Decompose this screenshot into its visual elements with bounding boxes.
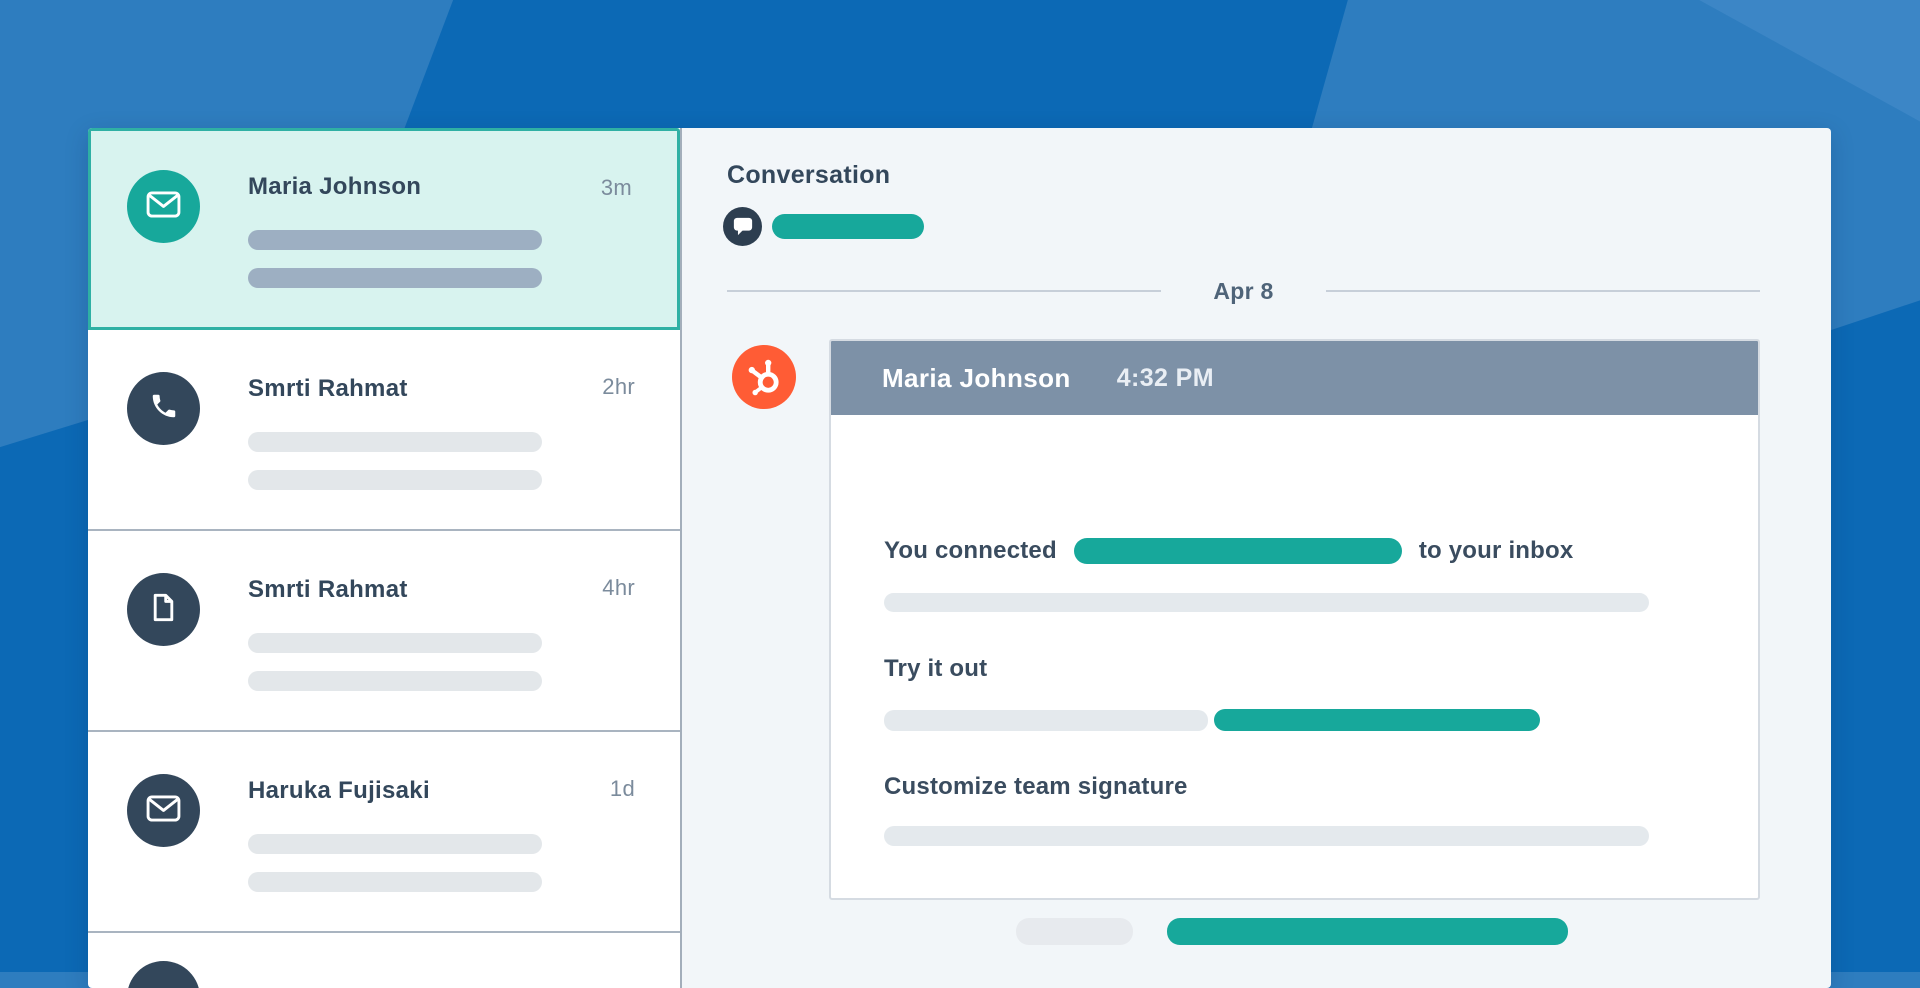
conversation-list: Maria Johnson 3m Smrti Rahmat 2hr Smrti [88, 128, 682, 988]
reply-button-placeholder[interactable] [1167, 918, 1568, 945]
try-it-out-line [884, 709, 1540, 731]
message-preview-placeholder [248, 470, 542, 490]
message-preview-placeholder [248, 633, 542, 653]
email-address-placeholder [1073, 538, 1402, 564]
timestamp: 3m [600, 175, 632, 200]
envelope-icon [146, 794, 181, 827]
divider-line [727, 290, 1162, 292]
text-placeholder [884, 709, 1208, 731]
list-item[interactable]: Smrti Rahmat 2hr [88, 330, 680, 531]
phone-icon [149, 391, 179, 426]
link-placeholder [1214, 709, 1540, 731]
avatar [127, 170, 200, 243]
list-item-partial[interactable] [88, 933, 680, 988]
message-sender: Maria Johnson [882, 362, 1071, 393]
message-preview-placeholder [248, 268, 542, 288]
avatar [127, 774, 200, 847]
inbox-app-window: Maria Johnson 3m Smrti Rahmat 2hr Smrti [88, 128, 1831, 988]
divider-line [1325, 290, 1761, 292]
message-header: Maria Johnson 4:32 PM [831, 341, 1758, 415]
avatar [127, 573, 200, 646]
avatar [127, 372, 200, 445]
reply-label-placeholder [1016, 918, 1133, 945]
message-preview-placeholder [248, 872, 542, 892]
date-divider: Apr 8 [727, 277, 1761, 304]
timestamp: 1d [609, 776, 635, 801]
document-icon [150, 592, 177, 628]
contact-name: Maria Johnson [248, 173, 422, 200]
connected-suffix-text: to your inbox [1418, 537, 1574, 564]
chat-bubble-icon [723, 207, 762, 246]
conversation-panel: Conversation Apr 8 Maria Johnson [682, 128, 1831, 988]
date-label: Apr 8 [1213, 277, 1274, 304]
connected-prefix-text: You connected [884, 537, 1057, 564]
message-body: You connected to your inbox Try it out C… [831, 415, 1758, 942]
contact-name: Smrti Rahmat [248, 375, 408, 402]
connected-line: You connected to your inbox [884, 537, 1573, 565]
hubspot-sprocket-icon [732, 345, 796, 409]
try-it-out-label: Try it out [884, 655, 988, 682]
list-item-selected[interactable]: Maria Johnson 3m [88, 128, 680, 330]
list-item[interactable]: Smrti Rahmat 4hr [88, 531, 680, 732]
timestamp: 4hr [602, 575, 635, 600]
signature-label: Customize team signature [884, 773, 1188, 800]
conversation-subject-placeholder [772, 214, 924, 239]
message-time: 4:32 PM [1116, 363, 1214, 392]
list-item[interactable]: Haruka Fujisaki 1d [88, 732, 680, 933]
contact-name: Smrti Rahmat [248, 576, 408, 603]
text-placeholder [884, 826, 1649, 846]
text-placeholder [884, 593, 1649, 612]
avatar [127, 961, 200, 988]
contact-name: Haruka Fujisaki [248, 777, 430, 804]
message-preview-placeholder [248, 834, 542, 854]
message-preview-placeholder [248, 230, 542, 250]
message-preview-placeholder [248, 671, 542, 691]
message-preview-placeholder [248, 432, 542, 452]
conversation-title: Conversation [727, 161, 891, 189]
message-card: Maria Johnson 4:32 PM You connected to y… [829, 339, 1760, 942]
envelope-icon [146, 190, 181, 223]
timestamp: 2hr [602, 374, 635, 399]
